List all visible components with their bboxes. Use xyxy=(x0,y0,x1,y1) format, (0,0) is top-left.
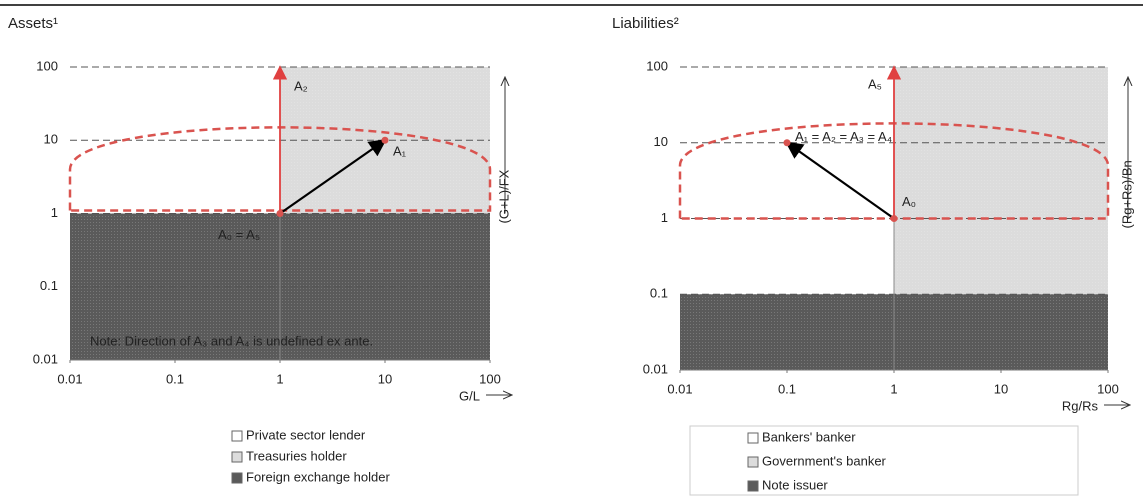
legend-label: Note issuer xyxy=(762,477,828,492)
x-tick-label: 0.01 xyxy=(57,371,82,386)
y-tick-label: 0.1 xyxy=(650,286,668,301)
point-label: A₁ xyxy=(393,144,407,159)
region-texture xyxy=(894,67,1108,295)
y-tick-label: 1 xyxy=(51,205,58,220)
legend-swatch xyxy=(231,472,243,484)
y-tick-label: 0.1 xyxy=(40,278,58,293)
y-tick-label: 0.01 xyxy=(643,361,668,376)
x-tick-label: 10 xyxy=(994,381,1008,396)
legend-swatch xyxy=(231,430,243,442)
x-axis-label: G/L xyxy=(459,388,480,403)
y-tick-label: 100 xyxy=(36,58,58,73)
x-tick-label: 100 xyxy=(1097,381,1119,396)
chart-title: Assets¹ xyxy=(8,15,58,32)
x-tick-label: 0.1 xyxy=(166,371,184,386)
x-tick-label: 10 xyxy=(378,371,392,386)
legend-label: Government's banker xyxy=(762,453,887,468)
x-tick-label: 0.1 xyxy=(778,381,796,396)
x-tick-label: 0.01 xyxy=(667,381,692,396)
note: Note: Direction of A₃ and A₄ is undefine… xyxy=(90,333,373,348)
x-tick-label: 1 xyxy=(890,381,897,396)
boundary xyxy=(678,122,1110,220)
point-label: A₁ = A₂ = A₃ = A₄ xyxy=(795,129,892,144)
y-tick-label: 10 xyxy=(654,134,668,149)
point xyxy=(381,136,389,144)
point xyxy=(890,215,898,222)
y-axis-label: (G+L)/FX xyxy=(496,169,511,223)
legend-swatch xyxy=(747,480,759,492)
legend-label: Treasuries holder xyxy=(246,448,347,463)
legend-label: Bankers' banker xyxy=(762,429,856,444)
arrow-label: A₂ xyxy=(294,78,308,93)
legend-label: Private sector lender xyxy=(246,427,366,442)
x-tick-label: 1 xyxy=(276,371,283,386)
legend-swatch xyxy=(231,451,243,463)
legend-swatch xyxy=(747,432,759,444)
chart-title: Liabilities² xyxy=(612,15,679,32)
arrow-label: A₅ xyxy=(868,76,882,91)
point-label: A₀ = A₅ xyxy=(218,227,260,242)
y-axis-label: (Rg+Rs)/Bn xyxy=(1119,160,1134,228)
arrow xyxy=(785,141,895,220)
arrow xyxy=(279,138,387,215)
y-tick-label: 10 xyxy=(44,132,58,147)
y-tick-label: 0.01 xyxy=(33,351,58,366)
x-axis-label: Rg/Rs xyxy=(1062,398,1099,413)
legend-swatch xyxy=(747,456,759,468)
y-tick-label: 100 xyxy=(646,58,668,73)
region xyxy=(680,67,894,295)
point-label: A₀ xyxy=(902,194,916,209)
point xyxy=(783,139,791,147)
boundary xyxy=(68,126,492,212)
legend-box xyxy=(689,425,1079,496)
point xyxy=(276,210,284,217)
x-tick-label: 100 xyxy=(479,371,501,386)
y-tick-label: 1 xyxy=(661,210,668,225)
legend-label: Foreign exchange holder xyxy=(246,469,390,484)
